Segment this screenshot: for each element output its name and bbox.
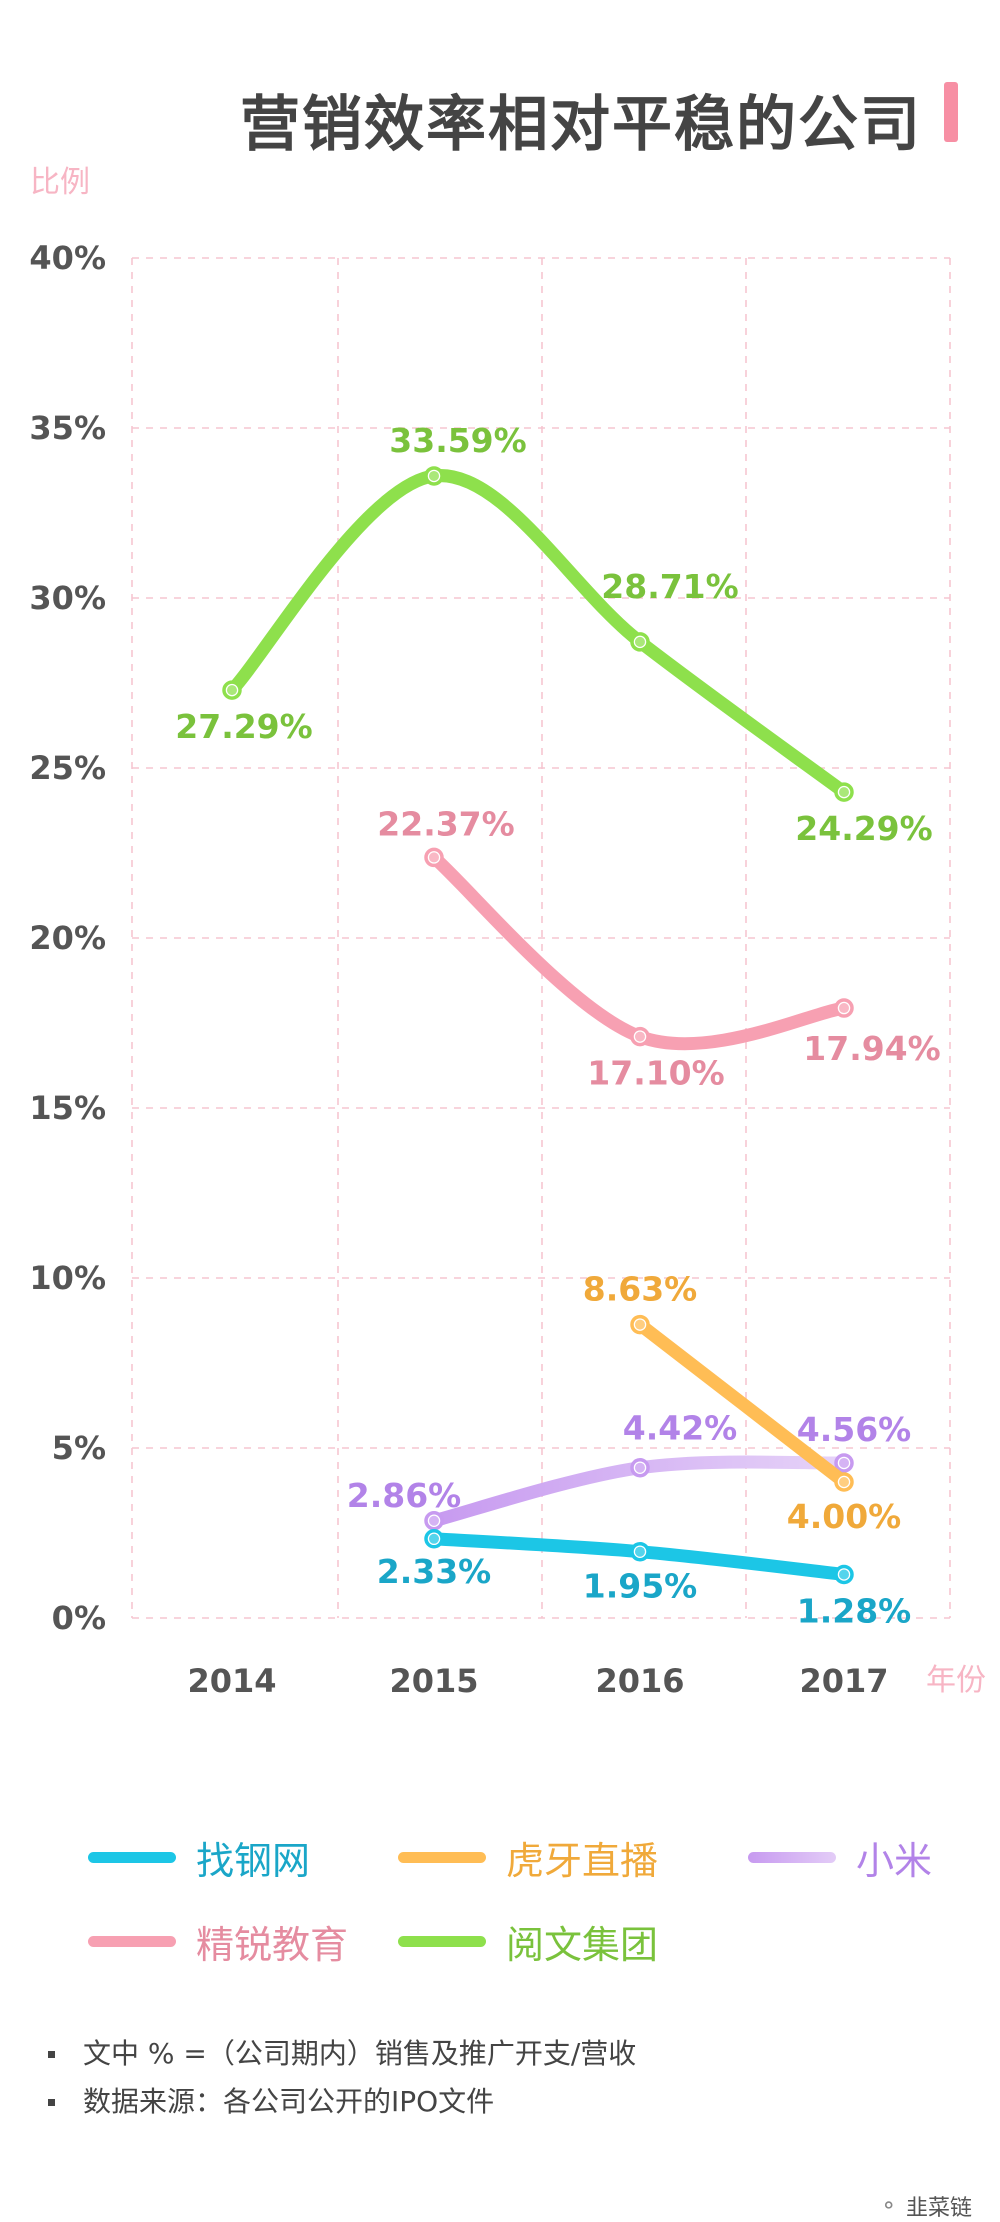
y-tick-label: 35% [29,409,106,447]
footnote-text: 文中 % =（公司期内）销售及推广开支/营收 [83,2037,637,2070]
legend-swatch [398,1852,486,1863]
data-point-fill [227,685,237,696]
data-label: 4.00% [787,1497,902,1536]
footnote-item: 数据来源：各公司公开的IPO文件 [48,2078,636,2126]
bullet-icon [48,2098,55,2106]
legend-label: 阅文集团 [506,1923,659,1967]
data-point-fill [839,1003,849,1014]
series-2 [424,1453,854,1531]
x-axis-title: 年份 [926,1663,986,1698]
data-point-fill [839,1457,849,1468]
legend-swatch [748,1852,836,1863]
data-label: 22.37% [377,804,514,843]
legend-label: 找钢网 [196,1839,311,1883]
grid-lines [131,257,951,1619]
series-1 [630,1314,854,1492]
series-4 [222,466,854,802]
y-tick-label: 25% [29,749,106,787]
data-point-fill [429,852,439,863]
data-point-fill [429,1533,439,1544]
data-label: 8.63% [583,1270,698,1309]
page-title: 营销效率相对平稳的公司 [240,90,922,160]
footnotes: 文中 % =（公司期内）销售及推广开支/营收 数据来源：各公司公开的IPO文件 [48,2030,636,2126]
series-line [427,850,851,1051]
data-label: 2.86% [347,1476,462,1515]
footnote-item: 文中 % =（公司期内）销售及推广开支/营收 [48,2030,636,2078]
legend-item-yuewen: 阅文集团 [398,1914,658,1969]
legend-item-jingrui: 精锐教育 [88,1914,348,1969]
y-axis-title: 比例 [30,165,90,200]
y-tick-label: 15% [29,1089,106,1127]
legend-label: 小米 [856,1839,933,1883]
data-point-fill [839,787,849,798]
data-point-fill [839,1569,849,1580]
data-label: 1.28% [797,1591,912,1630]
bullet-icon [48,2050,55,2058]
footnote-text: 数据来源：各公司公开的IPO文件 [83,2085,495,2118]
y-tick-label: 20% [29,919,106,957]
title-accent-bar [944,82,958,142]
legend-label: 虎牙直播 [506,1839,659,1883]
data-label: 17.10% [587,1054,724,1093]
series-3 [424,847,854,1051]
y-tick-label: 30% [29,579,106,617]
data-label: 4.56% [797,1410,912,1449]
data-point-fill [839,1477,849,1487]
line-chart: 0% 5% 10% 15% 20% 25% 30% 35% 40% 2014 2015 2016 201… [29,165,986,1700]
legend-item-zhaogangwang: 找钢网 [88,1830,310,1885]
series-line [225,469,851,799]
legend-item-xiaomi: 小米 [748,1830,932,1885]
y-tick-label: 10% [29,1259,106,1297]
y-tick-label: 0% [52,1599,106,1637]
x-tick-label: 2014 [187,1662,276,1700]
brand-name: 韭菜链 [905,2196,972,2221]
data-point-fill [635,1031,645,1042]
brand-watermark: ⚬ 韭菜链 [880,2190,972,2222]
y-tick-label: 40% [29,239,106,277]
data-label: 24.29% [795,809,932,848]
y-tick-label: 5% [52,1429,106,1467]
x-tick-label: 2017 [799,1662,888,1700]
legend-swatch [88,1936,176,1947]
x-tick-label: 2015 [389,1662,478,1700]
legend-swatch [398,1936,486,1947]
legend-label: 精锐教育 [196,1923,349,1967]
data-point-fill [635,1546,645,1557]
data-point-fill [429,470,439,481]
data-label: 33.59% [389,421,526,460]
data-label: 1.95% [583,1567,698,1606]
legend-item-huya: 虎牙直播 [398,1830,658,1885]
legend-swatch [88,1852,176,1863]
data-label: 4.42% [623,1409,738,1448]
data-point-fill [635,1462,645,1473]
data-label: 28.71% [601,567,738,606]
series-line [633,1318,851,1489]
data-label: 17.94% [803,1029,940,1068]
data-point-fill [429,1515,439,1526]
wechat-icon: ⚬ [879,2193,898,2219]
data-label: 2.33% [377,1552,492,1591]
data-point-fill [635,1319,645,1330]
series-0 [424,1529,854,1585]
data-label: 27.29% [175,707,312,746]
data-point-fill [635,636,645,647]
x-tick-label: 2016 [595,1662,684,1700]
